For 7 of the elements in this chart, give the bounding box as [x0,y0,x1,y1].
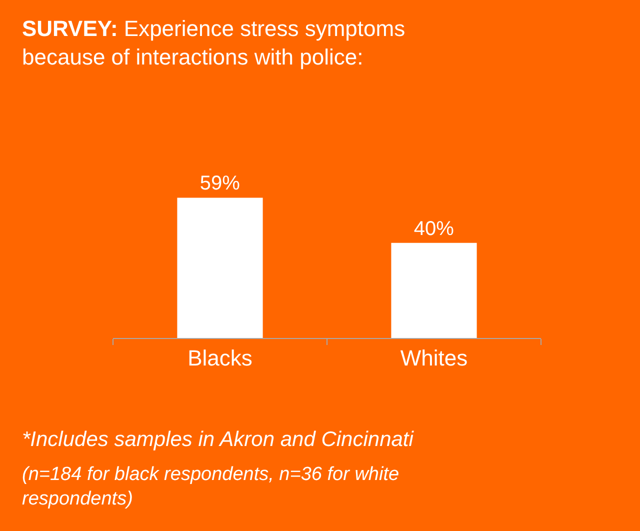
chart-title: SURVEY: Experience stress symptoms because of interactions with police: [22,16,406,70]
data-label: 40% [414,218,454,240]
data-label: 59% [200,172,240,195]
x-tick-label: Blacks [188,345,252,370]
x-tick-label: Whites [400,345,468,370]
text: *Includes samples in Akron and Cincinnati [22,428,415,451]
text: (n=184 for black respondents, n=36 for white respondents) [22,464,400,510]
